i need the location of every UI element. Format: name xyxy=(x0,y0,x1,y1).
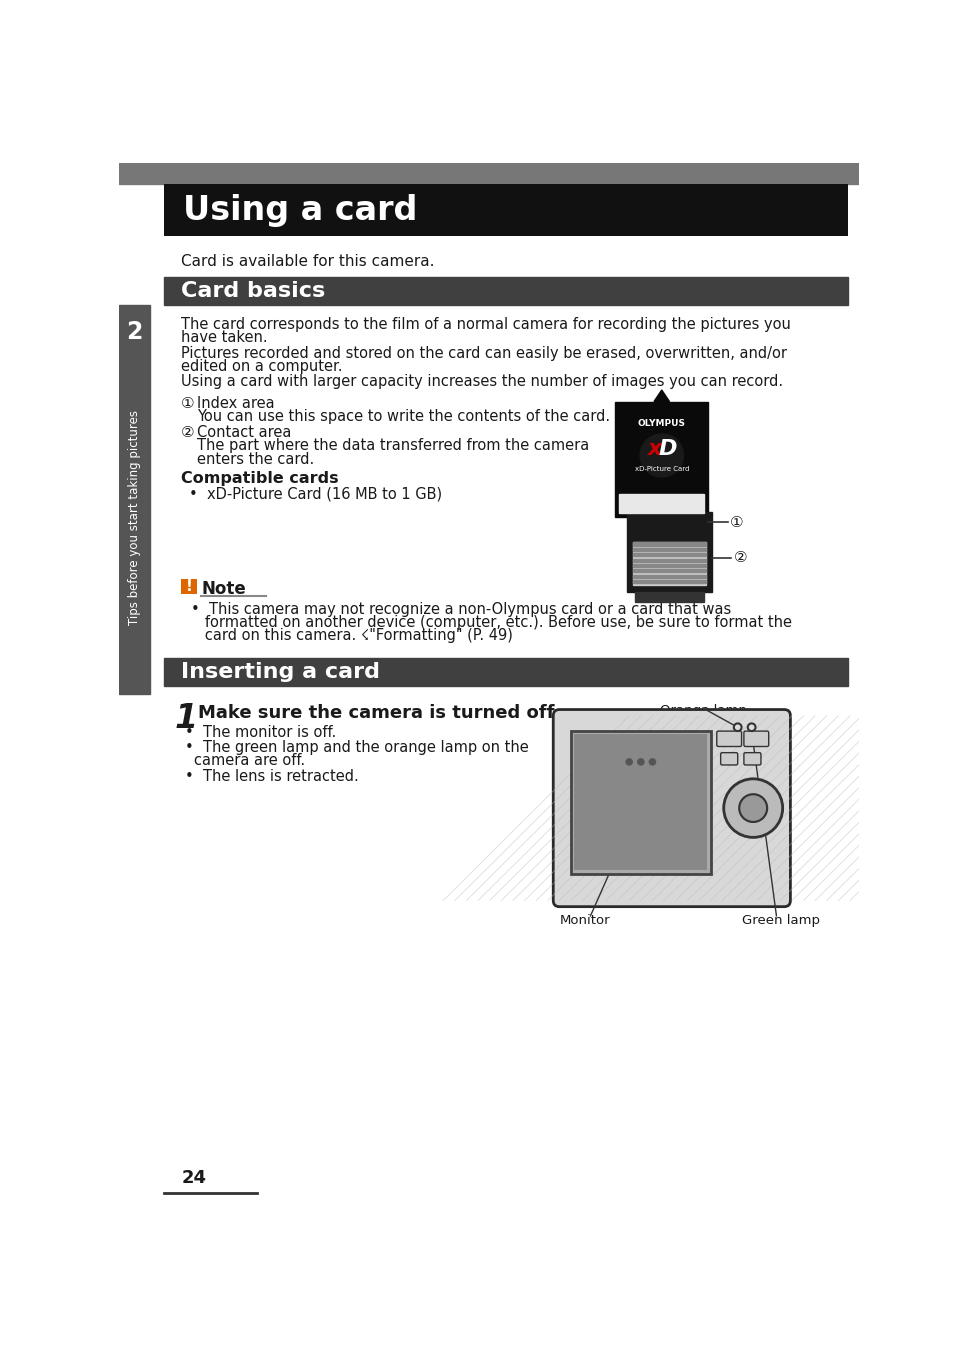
Polygon shape xyxy=(654,389,669,402)
Bar xyxy=(633,548,705,551)
Text: ②: ② xyxy=(733,551,746,566)
Circle shape xyxy=(639,434,682,478)
Text: You can use this space to write the contents of the card.: You can use this space to write the cont… xyxy=(196,410,609,425)
Text: card on this camera. ☇"Formatting" (P. 49): card on this camera. ☇"Formatting" (P. 4… xyxy=(191,628,512,643)
FancyBboxPatch shape xyxy=(743,753,760,765)
Text: Pictures recorded and stored on the card can easily be erased, overwritten, and/: Pictures recorded and stored on the card… xyxy=(181,346,786,361)
Text: 1: 1 xyxy=(174,702,198,735)
Bar xyxy=(626,512,711,593)
FancyBboxPatch shape xyxy=(553,710,790,906)
Text: •  This camera may not recognize a non-Olympus card or a card that was: • This camera may not recognize a non-Ol… xyxy=(191,601,730,616)
Bar xyxy=(633,543,705,546)
Text: camera are off.: camera are off. xyxy=(194,753,305,768)
Bar xyxy=(633,575,705,578)
Text: formatted on another device (computer, etc.). Before use, be sure to format the: formatted on another device (computer, e… xyxy=(191,615,791,630)
Text: have taken.: have taken. xyxy=(181,330,268,345)
Text: Tips before you start taking pictures: Tips before you start taking pictures xyxy=(128,410,141,624)
Text: Card is available for this camera.: Card is available for this camera. xyxy=(181,254,435,269)
Text: D: D xyxy=(658,440,677,459)
Bar xyxy=(119,163,858,185)
Text: Make sure the camera is turned off.: Make sure the camera is turned off. xyxy=(198,704,560,722)
Text: Note: Note xyxy=(201,581,246,598)
Bar xyxy=(633,543,705,585)
Text: Orange lamp: Orange lamp xyxy=(659,704,746,716)
Text: ②: ② xyxy=(181,425,194,441)
Circle shape xyxy=(119,316,150,347)
Text: Green lamp: Green lamp xyxy=(740,915,819,927)
Circle shape xyxy=(723,779,781,837)
FancyBboxPatch shape xyxy=(743,731,768,746)
Circle shape xyxy=(739,794,766,822)
Circle shape xyxy=(637,759,643,765)
Text: Card basics: Card basics xyxy=(181,281,325,301)
Text: Inserting a card: Inserting a card xyxy=(181,662,380,681)
Text: 2: 2 xyxy=(127,320,143,345)
Text: Using a card with larger capacity increases the number of images you can record.: Using a card with larger capacity increa… xyxy=(181,373,782,389)
Bar xyxy=(618,494,703,513)
Circle shape xyxy=(625,759,632,765)
Text: ①: ① xyxy=(181,396,194,411)
Text: Using a card: Using a card xyxy=(183,194,416,227)
Text: Contact area: Contact area xyxy=(196,425,291,441)
Text: The part where the data transferred from the camera: The part where the data transferred from… xyxy=(196,438,588,453)
Text: Compatible cards: Compatible cards xyxy=(181,471,338,486)
Bar xyxy=(633,581,705,584)
Circle shape xyxy=(733,723,740,731)
Text: •  The lens is retracted.: • The lens is retracted. xyxy=(185,769,358,784)
Circle shape xyxy=(649,759,655,765)
Text: •  xD-Picture Card (16 MB to 1 GB): • xD-Picture Card (16 MB to 1 GB) xyxy=(189,486,441,501)
Bar xyxy=(164,277,847,304)
Text: edited on a computer.: edited on a computer. xyxy=(181,360,342,375)
Text: OLYMPUS: OLYMPUS xyxy=(638,418,685,427)
Text: •  The monitor is off.: • The monitor is off. xyxy=(185,725,336,740)
Text: Index area: Index area xyxy=(196,396,274,411)
Bar xyxy=(571,731,710,874)
Text: ①: ① xyxy=(729,514,742,531)
Text: x: x xyxy=(648,440,662,459)
Text: enters the card.: enters the card. xyxy=(196,452,314,467)
Bar xyxy=(164,658,847,685)
Bar xyxy=(633,559,705,562)
Bar xyxy=(181,578,196,594)
Bar xyxy=(633,565,705,567)
Bar xyxy=(634,593,703,601)
Bar xyxy=(633,570,705,573)
Bar xyxy=(119,305,150,695)
Text: xD-Picture Card: xD-Picture Card xyxy=(634,465,688,471)
Circle shape xyxy=(747,723,755,731)
Text: !: ! xyxy=(186,579,193,594)
Text: 24: 24 xyxy=(181,1168,206,1187)
Bar xyxy=(574,734,707,870)
Bar xyxy=(164,185,847,236)
Bar xyxy=(633,554,705,556)
Bar xyxy=(615,402,707,517)
FancyBboxPatch shape xyxy=(716,731,740,746)
Text: •  The green lamp and the orange lamp on the: • The green lamp and the orange lamp on … xyxy=(185,741,528,756)
FancyBboxPatch shape xyxy=(720,753,737,765)
Text: Monitor: Monitor xyxy=(558,915,609,927)
Text: The card corresponds to the film of a normal camera for recording the pictures y: The card corresponds to the film of a no… xyxy=(181,316,790,332)
